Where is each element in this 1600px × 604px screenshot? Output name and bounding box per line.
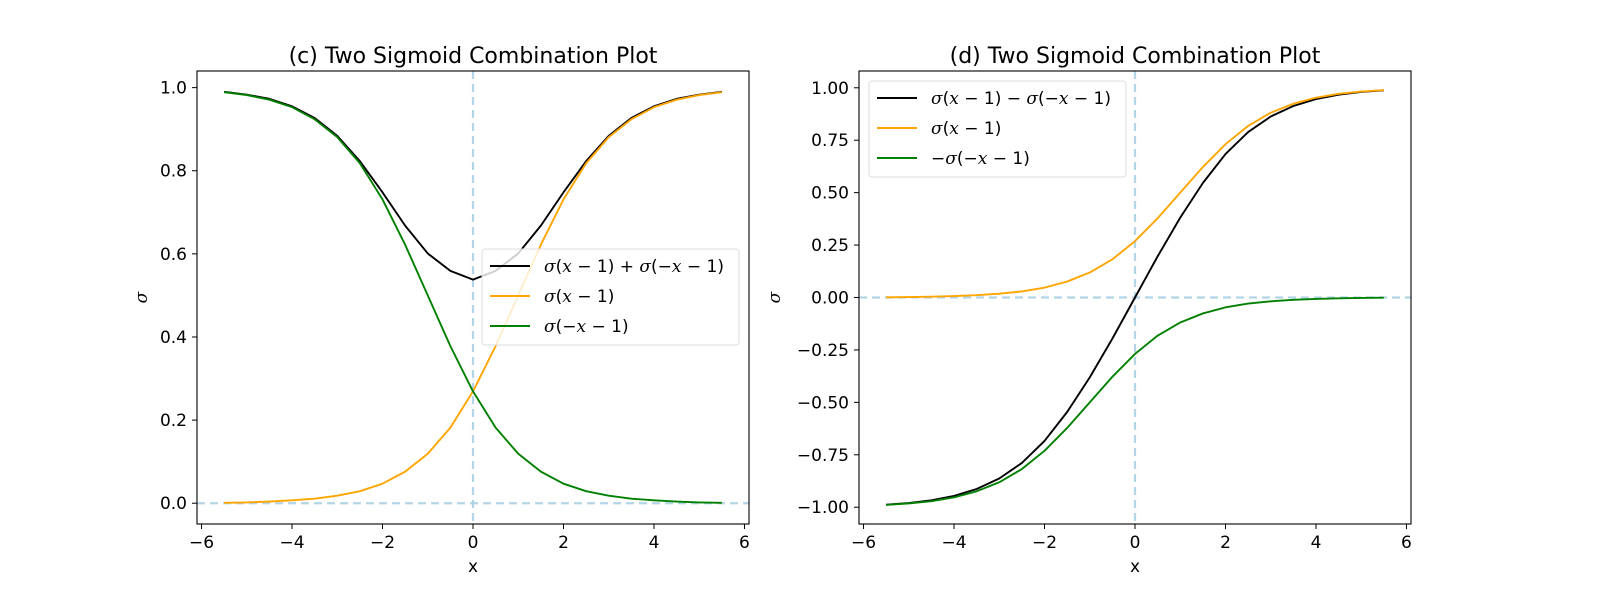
x-axis-label: x [468, 557, 478, 577]
legend-box [481, 248, 740, 346]
series-line-2 [886, 296, 1384, 506]
x-tick-label: −6 [189, 533, 214, 553]
legend: σ(x − 1) − σ(−x − 1) σ(x − 1) −σ(−x − 1) [868, 80, 1127, 178]
chart-title: (c) Two Sigmoid Combination Plot [289, 44, 658, 69]
legend-label-1: σ(x − 1) [931, 119, 1001, 139]
y-tick-label: 0.25 [811, 236, 849, 256]
y-tick-label: 0.75 [811, 131, 849, 151]
x-axis-label: x [1130, 557, 1140, 577]
y-axis-label: σ [132, 291, 152, 303]
chart-panel-d: (d) Two Sigmoid Combination Plot −6 −4 −2 0 2… [765, 44, 1412, 577]
y-tick-label: 1.0 [160, 79, 187, 99]
x-tick-label: 4 [649, 533, 660, 553]
y-tick-label: 0.8 [160, 162, 187, 182]
x-tick-label: 0 [468, 533, 479, 553]
y-tick-label: 1.00 [811, 79, 849, 99]
chart-title: (d) Two Sigmoid Combination Plot [950, 44, 1321, 69]
legend: σ(x − 1) + σ(−x − 1) σ(x − 1) σ(−x − 1) [481, 248, 740, 346]
y-tick-label: −0.75 [797, 446, 849, 466]
series-line-2 [224, 91, 722, 504]
x-tick-label: −6 [851, 533, 876, 553]
x-tick-label: 4 [1311, 533, 1322, 553]
x-tick-label: −2 [370, 533, 395, 553]
x-tick-label: 2 [1220, 533, 1231, 553]
y-tick-label: 0.50 [811, 184, 849, 204]
y-tick-label: 0.00 [811, 289, 849, 309]
y-axis-label: σ [765, 291, 785, 303]
y-tick-label: 0.0 [160, 494, 187, 514]
series-line-0 [224, 90, 722, 281]
legend-label-1: σ(x − 1) [544, 287, 614, 307]
chart-panel-c: (c) Two Sigmoid Combination Plot −6 −4 −2 0 2… [132, 44, 750, 577]
legend-label-0: σ(x − 1) + σ(−x − 1) [544, 257, 724, 277]
legend-label-0: σ(x − 1) − σ(−x − 1) [931, 89, 1111, 109]
legend-label-2: σ(−x − 1) [544, 317, 629, 337]
series-line-1 [886, 89, 1384, 299]
y-tick-label: 0.4 [160, 328, 187, 348]
y-tick-label: 0.6 [160, 245, 187, 265]
x-tick-label: 6 [1401, 533, 1412, 553]
y-tick-label: 0.2 [160, 411, 187, 431]
x-tick-label: −2 [1032, 533, 1057, 553]
x-tick-label: 2 [558, 533, 569, 553]
legend-box [868, 80, 1127, 178]
x-tick-label: 0 [1130, 533, 1141, 553]
legend-label-2: −σ(−x − 1) [931, 149, 1030, 169]
series-line-0 [886, 89, 1384, 506]
x-tick-label: 6 [739, 533, 750, 553]
y-tick-label: −0.50 [797, 393, 849, 413]
y-tick-label: −0.25 [797, 341, 849, 361]
x-tick-label: −4 [941, 533, 966, 553]
y-tick-label: −1.00 [797, 498, 849, 518]
x-tick-label: −4 [279, 533, 304, 553]
